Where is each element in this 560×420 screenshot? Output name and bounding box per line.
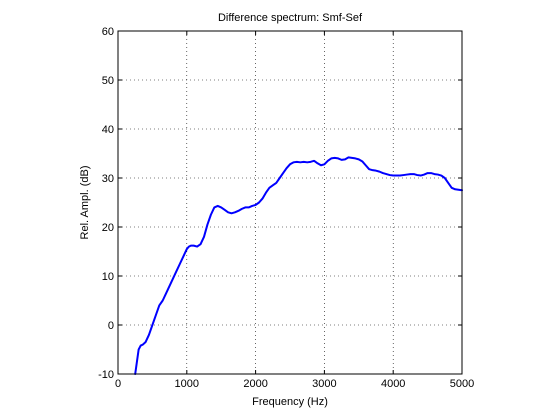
- y-tick-label: -10: [98, 369, 114, 381]
- x-tick-label: 3000: [312, 378, 336, 390]
- y-tick-label: 30: [102, 173, 114, 185]
- plot-area: [118, 31, 462, 374]
- x-tick-label: 2000: [243, 378, 267, 390]
- y-tick-label: 10: [102, 271, 114, 283]
- x-tick-label: 4000: [381, 378, 405, 390]
- chart-title: Difference spectrum: Smf-Sef: [218, 12, 363, 24]
- y-tick-label: 20: [102, 222, 114, 234]
- plot-frame: [117, 30, 463, 375]
- y-axis-label: Rel. Ampl. (dB): [79, 166, 91, 240]
- x-tick-label: 1000: [175, 378, 199, 390]
- y-tick-label: 60: [102, 26, 114, 38]
- y-tick-label: 50: [102, 75, 114, 87]
- grid-lines: [118, 31, 462, 374]
- y-tick-label: 0: [108, 320, 114, 332]
- series-line: [134, 156, 463, 375]
- x-axis-label: Frequency (Hz): [252, 396, 328, 408]
- x-tick-label: 0: [115, 378, 121, 390]
- y-tick-label: 40: [102, 124, 114, 136]
- x-tick-label: 5000: [450, 378, 474, 390]
